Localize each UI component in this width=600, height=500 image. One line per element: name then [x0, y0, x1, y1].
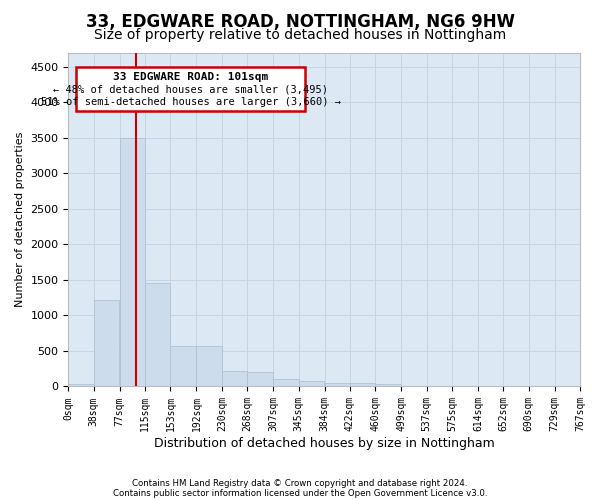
Bar	[120, 138, 145, 386]
Text: Contains HM Land Registry data © Crown copyright and database right 2024.: Contains HM Land Registry data © Crown c…	[132, 478, 468, 488]
Bar	[68, 384, 94, 386]
X-axis label: Distribution of detached houses by size in Nottingham: Distribution of detached houses by size …	[154, 437, 494, 450]
FancyBboxPatch shape	[76, 66, 305, 112]
Text: Size of property relative to detached houses in Nottingham: Size of property relative to detached ho…	[94, 28, 506, 42]
Text: ← 48% of detached houses are smaller (3,495): ← 48% of detached houses are smaller (3,…	[53, 84, 328, 94]
Bar	[350, 384, 375, 386]
Bar	[94, 300, 119, 386]
Y-axis label: Number of detached properties: Number of detached properties	[15, 132, 25, 307]
Bar	[273, 378, 299, 386]
Bar	[170, 346, 196, 387]
Bar	[145, 284, 170, 387]
Bar	[375, 384, 401, 386]
Bar	[325, 382, 350, 386]
Bar	[299, 381, 324, 386]
Bar	[196, 346, 222, 387]
Text: 33 EDGWARE ROAD: 101sqm: 33 EDGWARE ROAD: 101sqm	[113, 72, 268, 82]
Bar	[247, 372, 272, 386]
Text: Contains public sector information licensed under the Open Government Licence v3: Contains public sector information licen…	[113, 488, 487, 498]
Text: 51% of semi-detached houses are larger (3,660) →: 51% of semi-detached houses are larger (…	[41, 96, 341, 106]
Bar	[222, 371, 247, 386]
Text: 33, EDGWARE ROAD, NOTTINGHAM, NG6 9HW: 33, EDGWARE ROAD, NOTTINGHAM, NG6 9HW	[86, 12, 515, 30]
